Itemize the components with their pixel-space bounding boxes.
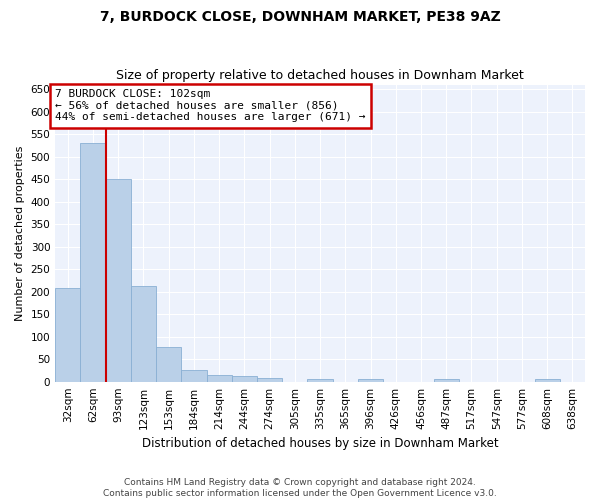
Bar: [131, 286, 156, 382]
Bar: [434, 380, 459, 382]
Bar: [232, 376, 257, 382]
Bar: [307, 380, 332, 382]
Bar: [535, 380, 560, 382]
Bar: [181, 370, 206, 382]
Bar: [156, 346, 181, 382]
Bar: [257, 378, 282, 382]
Y-axis label: Number of detached properties: Number of detached properties: [15, 146, 25, 321]
X-axis label: Distribution of detached houses by size in Downham Market: Distribution of detached houses by size …: [142, 437, 499, 450]
Bar: [206, 375, 232, 382]
Bar: [80, 143, 106, 382]
Bar: [106, 179, 131, 382]
Text: 7 BURDOCK CLOSE: 102sqm
← 56% of detached houses are smaller (856)
44% of semi-d: 7 BURDOCK CLOSE: 102sqm ← 56% of detache…: [55, 89, 365, 122]
Title: Size of property relative to detached houses in Downham Market: Size of property relative to detached ho…: [116, 69, 524, 82]
Bar: [55, 288, 80, 382]
Bar: [358, 380, 383, 382]
Text: 7, BURDOCK CLOSE, DOWNHAM MARKET, PE38 9AZ: 7, BURDOCK CLOSE, DOWNHAM MARKET, PE38 9…: [100, 10, 500, 24]
Text: Contains HM Land Registry data © Crown copyright and database right 2024.
Contai: Contains HM Land Registry data © Crown c…: [103, 478, 497, 498]
